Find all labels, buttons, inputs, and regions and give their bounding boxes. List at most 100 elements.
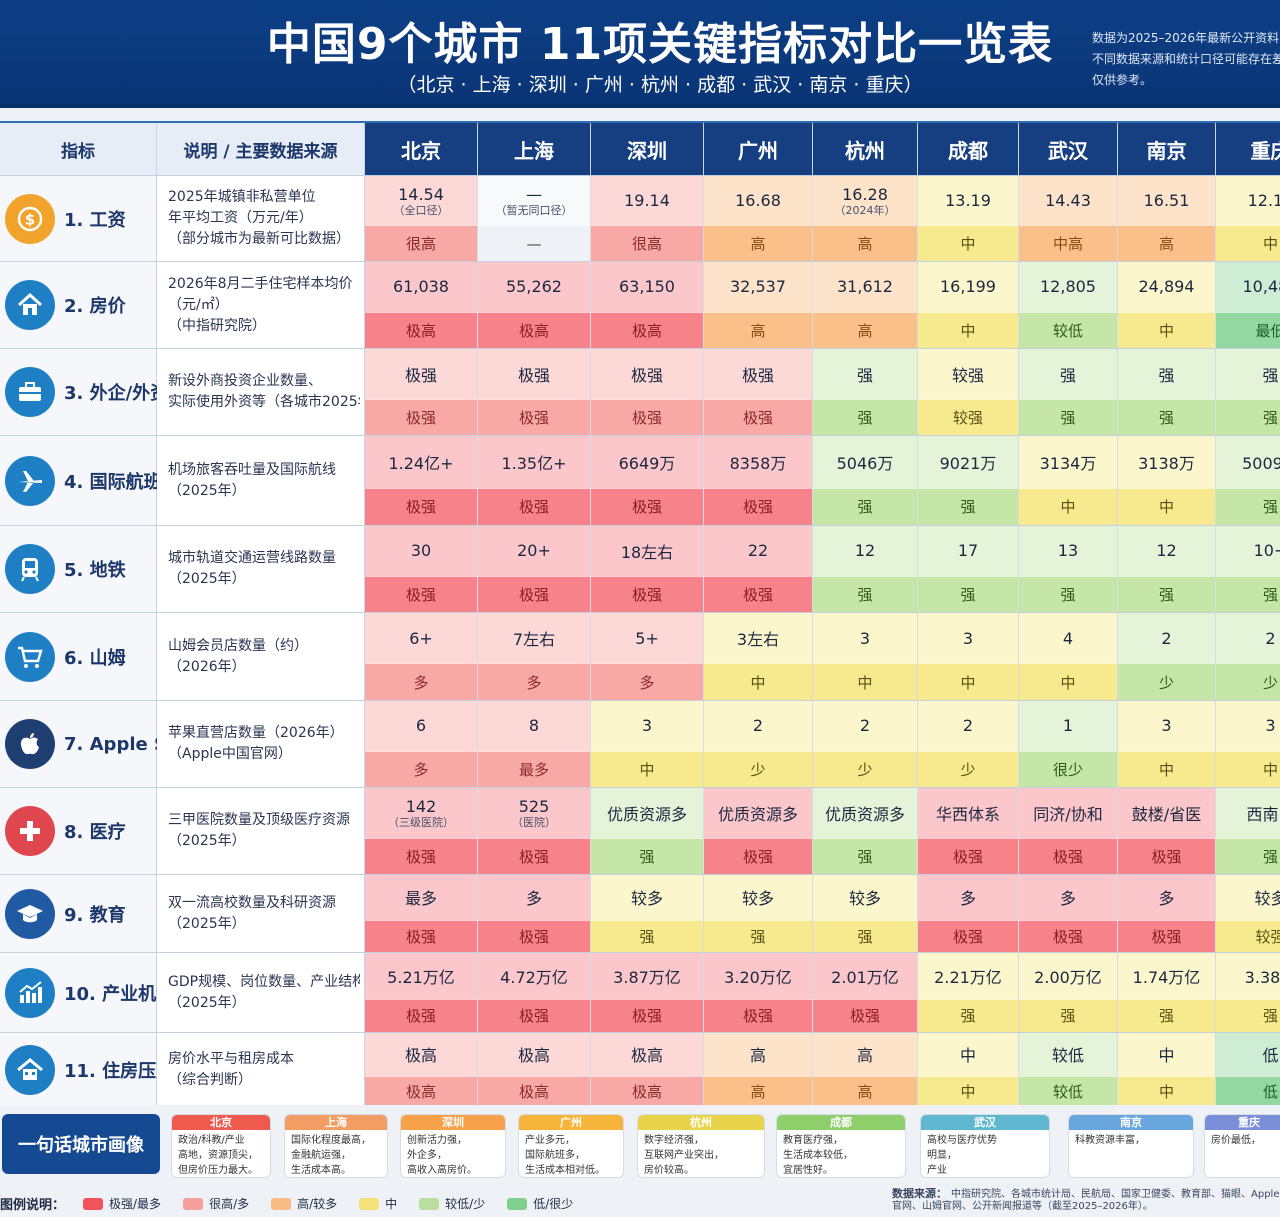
value-text: 3134万	[1039, 453, 1097, 473]
table-row: 3. 外企/外资新设外商投资企业数量、实际使用外资等（各城市2025年）极强极强…	[0, 348, 1280, 435]
value-cell: 低低	[1216, 1033, 1280, 1105]
rating-badge: 较低	[1019, 311, 1117, 348]
cell-value: 14.54 （全口径）	[365, 176, 477, 226]
svg-text:$: $	[25, 210, 35, 228]
portrait-line: 数字经济强，	[644, 1135, 704, 1146]
value-text: —	[526, 184, 542, 204]
value-cell: 14.54 （全口径） 很高	[365, 176, 478, 261]
rating-badge: 极强	[918, 919, 1018, 952]
legend-swatch	[183, 1197, 204, 1210]
cell-value: 极强	[365, 349, 477, 399]
coin-icon: $	[5, 193, 55, 244]
portrait-text: 政治/科教/产业 高地，资源顶尖， 但房价压力最大。	[172, 1130, 270, 1177]
legend-item: 高/较多	[271, 1195, 337, 1212]
rating-badge: 中	[1216, 225, 1280, 261]
shopping-cart-icon	[5, 631, 55, 682]
rating-badge: 强	[591, 837, 703, 874]
rating-badge: 强	[1019, 998, 1117, 1032]
description-line: （2025年）	[168, 994, 246, 1011]
value-cell: 极高 极高	[365, 1033, 478, 1105]
value-text: 5.21万亿	[387, 967, 455, 987]
cell-value: 5.21万亿	[365, 953, 477, 999]
city-header: 南京	[1118, 123, 1216, 175]
rating-badge: 中	[1019, 487, 1117, 525]
value-text: 12	[1156, 541, 1177, 561]
portrait-text: 国际化程度最高， 金融航运强， 生活成本高。	[285, 1130, 387, 1177]
rating-badge: 高	[813, 311, 917, 348]
rating-badge: 极高	[591, 1075, 703, 1105]
value-cell: 142 （三级医院） 极强	[365, 788, 478, 874]
header-banner: 中国9个城市 11项关键指标对比一览表 （北京 · 上海 · 深圳 · 广州 ·…	[0, 0, 1280, 108]
value-text: 5046万	[836, 453, 894, 473]
cell-value: 8	[478, 701, 590, 751]
value-text: 较多	[848, 889, 881, 909]
value-text: 同济/协和	[1033, 804, 1103, 824]
home-pressure-icon	[5, 1045, 55, 1095]
rating-badge: 多	[365, 750, 477, 787]
description-cell: GDP规模、岗位数量、产业结构 （2025年）	[157, 953, 365, 1032]
rating-badge: 极高	[365, 1075, 477, 1105]
portrait-text: 房价最低，	[1205, 1130, 1280, 1151]
cell-value: 2.21万亿	[918, 953, 1018, 999]
cell-value: 同济/协和	[1019, 788, 1117, 838]
portrait-line: 房价最低，	[1211, 1135, 1261, 1146]
value-cell: 较强 较强	[918, 349, 1019, 435]
description-line: 三甲医院数量及顶级医疗资源	[168, 812, 350, 828]
value-text: 5+	[635, 628, 659, 648]
rating-badge: 极高	[478, 311, 590, 348]
cell-value: 6649万	[591, 436, 703, 488]
cell-value: 63,150	[591, 262, 703, 312]
cell-value: 6	[365, 701, 477, 751]
value-text: 2.00万亿	[1034, 967, 1102, 987]
value-cell: 多极强	[478, 875, 591, 952]
rating-badge: 极强	[478, 919, 590, 952]
value-cell: 12 强	[1118, 526, 1216, 612]
value-cell: 22 极强	[704, 526, 813, 612]
value-text: 3左右	[736, 630, 780, 650]
legend-label: 高/较多	[297, 1197, 338, 1211]
house-icon	[5, 280, 55, 330]
value-cell: 同济/协和 极强	[1019, 788, 1118, 874]
value-cell: 多极强	[1019, 875, 1118, 952]
description-cell: 房价水平与租房成本 （综合判断）	[157, 1033, 365, 1105]
value-cell: 高高	[704, 1033, 813, 1105]
value-text: 3	[962, 628, 974, 648]
portrait-text: 产业多元， 国际航班多， 生活成本相对低。	[519, 1130, 623, 1177]
description-line: （2026年）	[168, 658, 246, 675]
value-text: 16.51	[1143, 191, 1190, 211]
rating-badge: 少	[918, 750, 1018, 787]
description-line: 双一流高校数量及科研资源	[168, 894, 336, 911]
value-text: 最多	[404, 889, 437, 909]
description-cell: 城市轨道交通运营线路数量 （2025年）	[157, 526, 365, 612]
value-text: 13	[1057, 541, 1079, 561]
indicator-name: 8. 医疗	[64, 822, 126, 843]
metro-train-icon	[5, 544, 55, 594]
cell-value: 142 （三级医院）	[365, 788, 477, 838]
rating-badge: 强	[813, 575, 917, 612]
legend-item: 低/很少	[507, 1195, 573, 1212]
value-cell: 西南中强	[1216, 788, 1280, 874]
cell-value: 4.72万亿	[478, 953, 590, 999]
value-cell: 1 很少	[1019, 701, 1118, 787]
value-text: 高	[749, 1046, 766, 1066]
indicator-name: 3. 外企/外资	[64, 383, 169, 404]
cell-value: 极强	[704, 349, 812, 399]
cell-value: 16.51	[1118, 176, 1215, 226]
description-line: （2025年）	[168, 571, 246, 587]
value-cell: 61,038 极高	[365, 262, 478, 348]
value-cell: 强强	[1019, 349, 1118, 435]
value-text: 西南中	[1246, 804, 1280, 824]
value-text: 3.20万亿	[724, 967, 792, 987]
value-text: 16.68	[735, 191, 781, 211]
value-note: （全口径）	[393, 203, 449, 217]
rating-badge: 极强	[704, 487, 812, 525]
portrait-city: 上海	[285, 1115, 387, 1130]
value-text: 较多	[1254, 889, 1280, 909]
description-line: （综合判断）	[168, 1072, 252, 1088]
value-text: 多	[959, 889, 976, 909]
value-text: 31,612	[837, 277, 893, 297]
value-cell: 极强 极强	[478, 349, 591, 435]
